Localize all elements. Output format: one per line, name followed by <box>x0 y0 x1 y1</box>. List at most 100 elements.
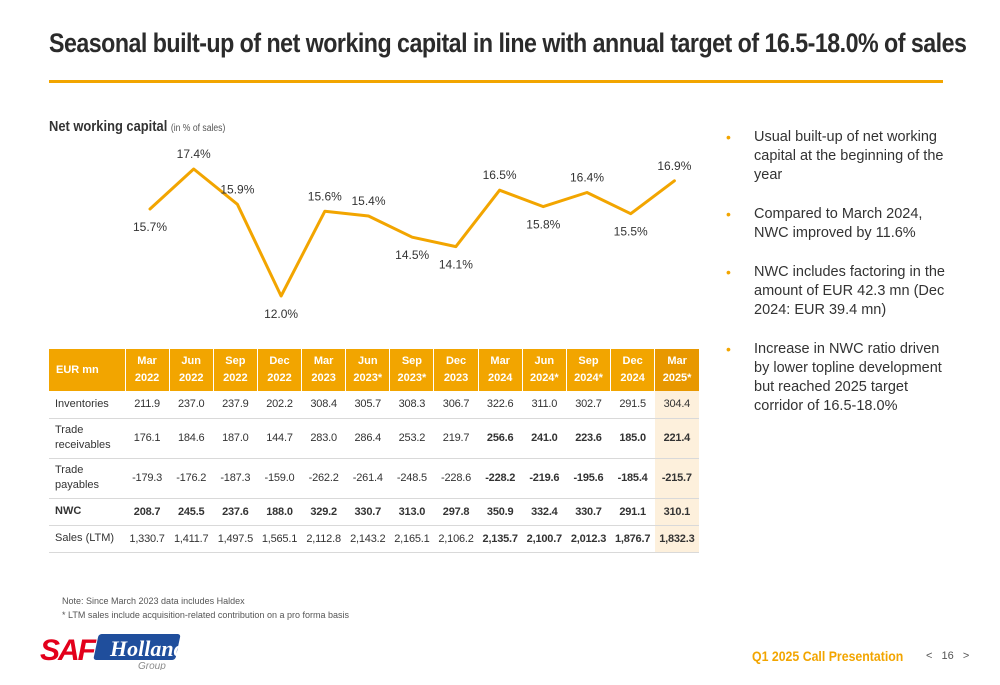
table-cell: 2,165.1 <box>389 525 434 553</box>
bullet-item: • Increase in NWC ratio driven by lower t… <box>722 340 952 416</box>
table-cell: 1,497.5 <box>213 525 258 553</box>
footnotes: Note: Since March 2023 data includes Hal… <box>62 594 349 622</box>
table-cell: 1,565.1 <box>257 525 302 553</box>
bullet-dot-icon: • <box>726 341 731 357</box>
table-cell: -228.2 <box>478 458 523 499</box>
nwc-table-wrapper: EUR mn Mar 2022 Jun 2022 Sep 2022 Dec 2022 Mar 202… <box>49 349 699 553</box>
row-label: Trade receivables <box>49 418 125 459</box>
table-cell: 283.0 <box>301 418 346 459</box>
table-cell: 1,411.7 <box>169 525 214 553</box>
chart-subtitle: (in % of sales) <box>170 123 226 134</box>
table-cell: 302.7 <box>566 391 611 419</box>
nwc-data-label: 15.7% <box>133 220 167 234</box>
row-label: NWC <box>49 498 125 526</box>
table-column-header: Dec 2022 <box>257 349 303 391</box>
table-cell: 2,135.7 <box>478 525 523 553</box>
table-cell: 308.4 <box>301 391 346 419</box>
table-column-header: Jun 2023* <box>345 349 391 391</box>
next-page-button[interactable]: > <box>962 650 970 662</box>
nwc-data-label: 16.4% <box>570 171 604 185</box>
table-cell: 188.0 <box>257 498 302 526</box>
bullet-text: Usual built-up of net working capital at… <box>754 129 944 183</box>
table-cell: -261.4 <box>345 458 390 499</box>
title-divider <box>49 80 943 83</box>
nwc-data-label: 15.6% <box>308 189 342 203</box>
table-cell: -195.6 <box>566 458 611 499</box>
page-title: Seasonal built-up of net working capital… <box>49 28 967 58</box>
table-cell: -215.7 <box>654 458 699 499</box>
table-row: Trade payables -179.3 -176.2 -187.3 -159.0 -2… <box>49 458 699 499</box>
table-cell: 306.7 <box>433 391 479 419</box>
pagination: < 16 > <box>926 650 975 662</box>
table-cell: 311.0 <box>522 391 567 419</box>
table-cell: 1,876.7 <box>610 525 655 553</box>
table-cell: 185.0 <box>610 418 655 459</box>
nwc-data-label: 12.0% <box>264 307 298 321</box>
table-column-header: Sep 2022 <box>213 349 258 391</box>
footnote-ltm: * LTM sales include acquisition-related … <box>62 610 349 620</box>
bullet-dot-icon: • <box>726 264 731 280</box>
table-column-header: Dec 2024 <box>610 349 656 391</box>
table-column-header: Dec 2023 <box>433 349 479 391</box>
table-cell: 184.6 <box>169 418 214 459</box>
table-header-label: EUR mn <box>49 349 126 391</box>
bullet-item: • NWC includes factoring in the amount of… <box>722 263 952 320</box>
table-cell: -228.6 <box>433 458 479 499</box>
table-column-header: Mar 2022 <box>125 349 170 391</box>
nwc-data-label: 16.5% <box>483 168 517 182</box>
bullet-dot-icon: • <box>726 129 731 145</box>
table-cell: 332.4 <box>522 498 567 526</box>
saf-holland-logo: SAF Holland Group <box>40 634 186 670</box>
table-row: NWC 208.7 245.5 237.6 188.0 329.2 330.7 313.0 29… <box>49 498 699 526</box>
bullet-text: Increase in NWC ratio driven by lower to… <box>754 341 942 414</box>
table-cell: 202.2 <box>257 391 302 419</box>
table-column-header: Sep 2023* <box>389 349 435 391</box>
table-cell: 211.9 <box>125 391 170 419</box>
nwc-data-label: 15.5% <box>614 225 648 239</box>
nwc-data-label: 16.9% <box>657 159 691 173</box>
logo-holland-band <box>93 634 181 660</box>
table-cell: 208.7 <box>125 498 170 526</box>
table-cell: 329.2 <box>301 498 346 526</box>
bullet-text: Compared to March 2024, NWC improved by … <box>754 206 923 241</box>
table-column-header: Mar 2024 <box>478 349 523 391</box>
logo-group-text: Group <box>138 661 166 670</box>
table-cell: 286.4 <box>345 418 390 459</box>
chart-heading: Net working capital (in % of sales) <box>49 118 225 135</box>
table-column-header: Sep 2024* <box>566 349 612 391</box>
table-cell: 297.8 <box>433 498 479 526</box>
table-cell: -185.4 <box>610 458 655 499</box>
bullet-dot-icon: • <box>726 206 731 222</box>
table-cell: -179.3 <box>125 458 170 499</box>
table-cell: 144.7 <box>257 418 302 459</box>
table-header-row: EUR mn Mar 2022 Jun 2022 Sep 2022 Dec 2022 Mar 202… <box>49 349 699 391</box>
table-column-header: Mar 2023 <box>301 349 347 391</box>
nwc-data-label: 15.4% <box>351 194 385 208</box>
table-cell: 308.3 <box>389 391 434 419</box>
table-cell: 2,106.2 <box>433 525 479 553</box>
table-cell: 291.1 <box>610 498 655 526</box>
prev-page-button[interactable]: < <box>926 650 933 662</box>
table-cell: 237.6 <box>213 498 258 526</box>
nwc-data-label: 14.5% <box>395 248 429 262</box>
bullet-item: • Usual built-up of net working capital a… <box>722 128 952 185</box>
table-cell: 176.1 <box>125 418 170 459</box>
table-row: Trade receivables 176.1 184.6 187.0 144.7 283… <box>49 418 699 459</box>
table-cell: 221.4 <box>654 418 699 459</box>
page-number: 16 <box>941 650 954 662</box>
table-column-header: Mar 2025* <box>654 349 699 391</box>
presentation-title: Q1 2025 Call Presentation <box>752 648 904 664</box>
table-cell: 237.9 <box>213 391 258 419</box>
footnote-haldex: Note: Since March 2023 data includes Hal… <box>62 596 245 606</box>
table-body: Inventories 211.9 237.0 237.9 202.2 308.4 305.… <box>49 391 699 553</box>
chart-title: Net working capital <box>49 118 168 135</box>
row-label: Trade payables <box>49 458 125 499</box>
table-column-header: Jun 2024* <box>522 349 567 391</box>
row-label: Sales (LTM) <box>49 525 125 553</box>
table-row: Inventories 211.9 237.0 237.9 202.2 308.4 305.… <box>49 391 699 419</box>
table-cell: 350.9 <box>478 498 523 526</box>
nwc-table: EUR mn Mar 2022 Jun 2022 Sep 2022 Dec 2022 Mar 202… <box>49 349 699 553</box>
table-cell: 256.6 <box>478 418 523 459</box>
nwc-line-chart: 15.7% 17.4% 15.9% 12.0% 15.6% 15.4% 14.5% 14.1%… <box>133 147 692 321</box>
nwc-data-labels: 15.7% 17.4% 15.9% 12.0% 15.6% 15.4% 14.5% 14.1%… <box>133 147 692 321</box>
